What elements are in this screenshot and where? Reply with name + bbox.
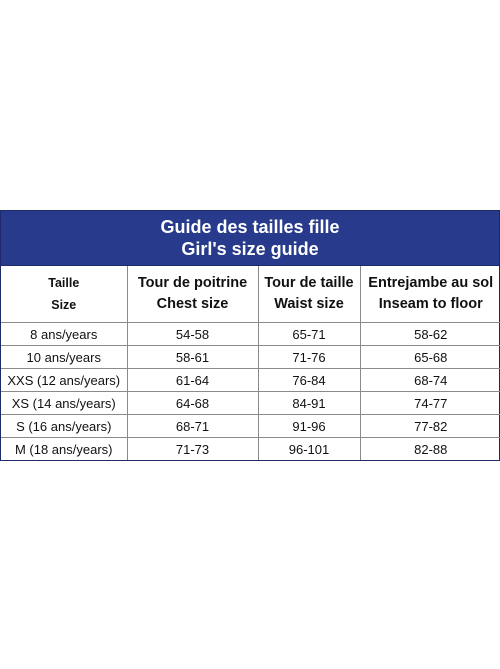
cell-chest: 68-71 <box>126 414 259 438</box>
cell-chest: 54-58 <box>126 322 259 346</box>
header-inseam: Entrejambe au sol Inseam to floor <box>359 266 500 323</box>
header-size-fr: Taille <box>48 276 80 290</box>
banner-title-en: Girl's size guide <box>181 239 319 259</box>
cell-size: 8 ans/years <box>1 322 128 346</box>
cell-inseam: 58-62 <box>359 322 500 346</box>
cell-size: S (16 ans/years) <box>1 414 128 438</box>
size-table: Taille Size Tour de poitrine Chest size … <box>1 266 500 460</box>
cell-waist: 84-91 <box>257 391 361 415</box>
cell-size: XXS (12 ans/years) <box>1 368 128 392</box>
cell-inseam: 77-82 <box>359 414 500 438</box>
table-row: M (18 ans/years) 71-73 96-101 82-88 <box>1 437 500 460</box>
cell-chest: 61-64 <box>126 368 259 392</box>
cell-waist: 96-101 <box>257 437 361 460</box>
cell-size: XS (14 ans/years) <box>1 391 128 415</box>
cell-inseam: 68-74 <box>359 368 500 392</box>
header-size: Taille Size <box>1 266 128 323</box>
cell-inseam: 65-68 <box>359 345 500 369</box>
banner-title-fr: Guide des tailles fille <box>160 217 340 237</box>
cell-waist: 71-76 <box>257 345 361 369</box>
cell-inseam: 74-77 <box>359 391 500 415</box>
header-inseam-en: Inseam to floor <box>378 296 483 312</box>
header-chest-en: Chest size <box>156 296 229 312</box>
header-waist-en: Waist size <box>274 296 344 312</box>
cell-chest: 64-68 <box>126 391 259 415</box>
header-inseam-fr: Entrejambe au sol <box>368 275 494 291</box>
cell-size: M (18 ans/years) <box>1 437 128 460</box>
cell-size: 10 ans/years <box>1 345 128 369</box>
cell-waist: 65-71 <box>257 322 361 346</box>
size-guide: Guide des tailles fille Girl's size guid… <box>0 210 500 461</box>
table-row: 8 ans/years 54-58 65-71 58-62 <box>1 322 500 346</box>
header-row: Taille Size Tour de poitrine Chest size … <box>1 266 500 323</box>
header-chest: Tour de poitrine Chest size <box>126 266 259 323</box>
cell-waist: 76-84 <box>257 368 361 392</box>
header-chest-fr: Tour de poitrine <box>137 275 248 291</box>
table-row: S (16 ans/years) 68-71 91-96 77-82 <box>1 414 500 438</box>
cell-inseam: 82-88 <box>359 437 500 460</box>
cell-chest: 71-73 <box>126 437 259 460</box>
size-guide-banner: Guide des tailles fille Girl's size guid… <box>1 211 499 266</box>
table-row: XS (14 ans/years) 64-68 84-91 74-77 <box>1 391 500 415</box>
cell-chest: 58-61 <box>126 345 259 369</box>
cell-waist: 91-96 <box>257 414 361 438</box>
header-waist-fr: Tour de taille <box>264 275 354 291</box>
header-size-en: Size <box>51 298 77 312</box>
table-row: XXS (12 ans/years) 61-64 76-84 68-74 <box>1 368 500 392</box>
table-row: 10 ans/years 58-61 71-76 65-68 <box>1 345 500 369</box>
header-waist: Tour de taille Waist size <box>257 266 361 323</box>
